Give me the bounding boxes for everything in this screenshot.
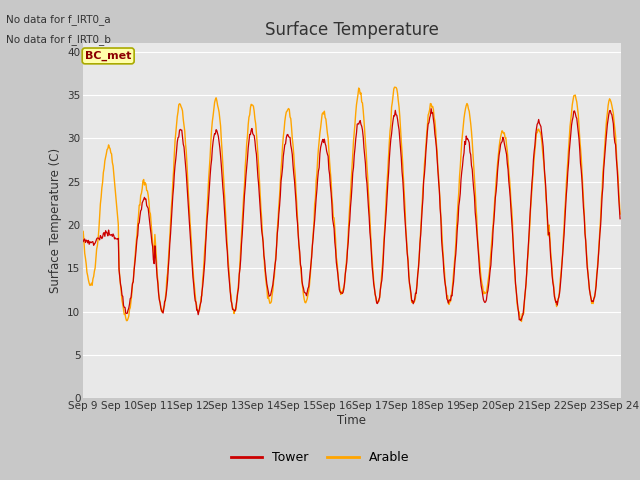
- Title: Surface Temperature: Surface Temperature: [265, 21, 439, 39]
- Y-axis label: Surface Temperature (C): Surface Temperature (C): [49, 148, 61, 293]
- Legend: Tower, Arable: Tower, Arable: [226, 446, 414, 469]
- Text: BC_met: BC_met: [85, 51, 131, 61]
- Text: No data for f_IRT0_a: No data for f_IRT0_a: [6, 14, 111, 25]
- X-axis label: Time: Time: [337, 414, 367, 427]
- Text: No data for f_IRT0_b: No data for f_IRT0_b: [6, 34, 111, 45]
